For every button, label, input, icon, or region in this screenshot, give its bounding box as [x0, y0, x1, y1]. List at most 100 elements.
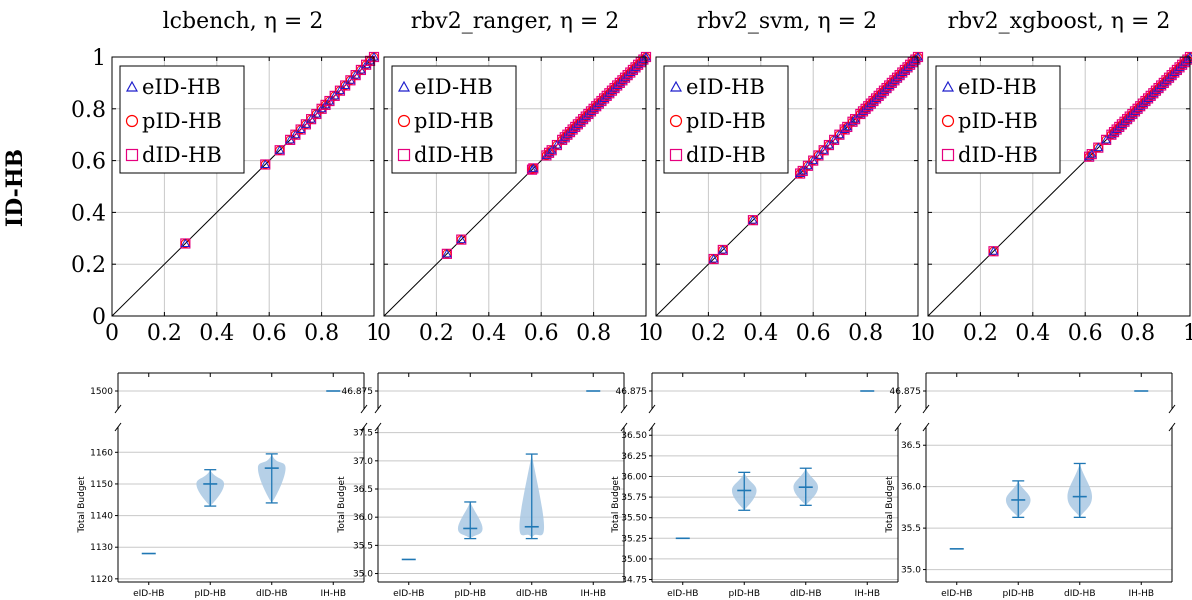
legend-box — [119, 65, 245, 174]
legend-triangle-icon — [125, 80, 139, 92]
legend-circle-icon — [397, 114, 411, 128]
marker-eid-hb — [717, 244, 728, 254]
x-tick-label: 1 — [366, 321, 380, 346]
y-tick-label: 37.0 — [353, 457, 373, 467]
marker-eid-hb — [456, 234, 467, 244]
axis-break-mark — [374, 404, 382, 414]
scatter-panel-2: rbv2_svm, η = 2 0 0.2 0.4 0.6 0.8 1 eID-HB pID-H… — [649, 9, 924, 346]
x-tick-label: 0.8 — [304, 321, 339, 346]
x-tick-label: IH-HB — [854, 589, 880, 599]
axis-break-mark — [648, 422, 656, 432]
x-tick-label: IH-HB — [580, 589, 606, 599]
legend-label: dID-HB — [414, 143, 494, 167]
marker-eid-hb — [180, 238, 191, 247]
legend-triangle-icon — [397, 80, 411, 92]
violin-panel-2: 46.875 34.75 35.00 35.25 35.50 35.75 36.00 36.2… — [611, 372, 902, 599]
x-tick-label: 0 — [105, 321, 119, 346]
y-tick-label: 0.4 — [71, 201, 106, 226]
x-tick-label: pID-HB — [729, 589, 761, 599]
x-tick-label: 0.2 — [691, 321, 726, 346]
legend-box — [391, 65, 517, 174]
legend-circle-icon — [669, 114, 683, 128]
y-tick-label: 46.875 — [890, 387, 922, 397]
plot-frame — [927, 56, 1191, 317]
x-tick-label: IH-HB — [1128, 589, 1154, 599]
x-tick-label: 0.4 — [743, 321, 778, 346]
legend-label: dID-HB — [958, 143, 1038, 167]
y-tick-label: 46.875 — [342, 387, 374, 397]
y-tick-label: 35.0 — [353, 570, 373, 580]
x-tick-label: 0.4 — [1015, 321, 1050, 346]
legend-circle-icon — [941, 114, 955, 128]
marker-eid-hb — [528, 163, 539, 172]
x-tick-label: 0 — [377, 321, 391, 346]
legend-label: eID-HB — [142, 75, 221, 99]
y-tick-label: 1 — [92, 46, 106, 71]
y-axis-label: Total Budget — [611, 476, 621, 534]
x-tick-label: dID-HB — [256, 589, 288, 599]
legend: eID-HB pID-HB dID-HB — [663, 65, 789, 174]
legend-circle-icon — [125, 114, 139, 128]
legend-square-icon — [125, 148, 139, 162]
scatter-panel-0: lcbench, η = 2 0 0.2 0.4 0.6 0.8 1 0 0.2 0.4 0.6 0.… — [71, 9, 380, 346]
y-tick-label: 1130 — [90, 543, 113, 553]
legend-triangle-icon — [669, 80, 683, 92]
y-tick-label: 0.2 — [71, 253, 106, 278]
x-tick-label: IH-HB — [320, 589, 346, 599]
plot-frame — [383, 56, 647, 317]
y-tick-label: 35.25 — [621, 534, 647, 544]
legend: eID-HB pID-HB dID-HB — [119, 65, 245, 174]
panel-title: rbv2_xgboost, η = 2 — [948, 9, 1171, 34]
legend: eID-HB pID-HB dID-HB — [391, 65, 517, 174]
y-tick-label: 0.8 — [71, 98, 106, 123]
legend-box — [663, 65, 789, 174]
marker-eid-hb — [988, 246, 999, 255]
y-tick-label: 1150 — [90, 480, 113, 490]
x-tick-label: 1 — [1183, 321, 1192, 346]
legend-square-icon — [669, 148, 683, 162]
y-tick-label: 1500 — [90, 387, 113, 397]
x-tick-label: pID-HB — [195, 589, 227, 599]
violin-panel-0: 1500 1120 1130 1140 1150 1160 eID-HB pID-HB dID-… — [77, 372, 368, 599]
x-tick-label: dID-HB — [516, 589, 548, 599]
marker-eid-hb — [748, 215, 758, 224]
y-tick-label: 36.5 — [353, 485, 373, 495]
y-tick-label: 1160 — [90, 448, 113, 458]
legend-square-icon — [397, 148, 411, 162]
plot-frame — [655, 56, 919, 317]
legend-label: dID-HB — [686, 143, 766, 167]
axis-break-mark — [894, 422, 902, 432]
x-tick-label: 0.6 — [796, 321, 831, 346]
x-tick-label: 0.8 — [1120, 321, 1155, 346]
legend-label: pID-HB — [686, 109, 766, 133]
axis-break-mark — [620, 404, 628, 414]
axis-break-mark — [114, 422, 122, 432]
y-tick-label: 36.25 — [621, 452, 647, 462]
violin-panel-1: 46.875 35.0 35.5 36.0 36.5 37.0 37.5 eID-HB pID-… — [337, 372, 628, 599]
legend-label: eID-HB — [686, 75, 765, 99]
legend-label: pID-HB — [958, 109, 1038, 133]
y-tick-label: 46.875 — [616, 387, 648, 397]
y-tick-label: 1140 — [90, 512, 113, 522]
scatter-panel-3: rbv2_xgboost, η = 2 0 0.2 0.4 0.6 0.8 1 eID-HB p… — [921, 9, 1192, 346]
x-tick-label: dID-HB — [1064, 589, 1096, 599]
marker-eid-hb — [708, 254, 719, 263]
legend-box — [935, 65, 1061, 174]
x-tick-label: 0.2 — [419, 321, 454, 346]
y-axis-label: Total Budget — [77, 476, 87, 534]
x-tick-label: 1 — [910, 321, 924, 346]
axis-break-mark — [648, 404, 656, 414]
x-tick-label: 0 — [649, 321, 663, 346]
axis-break-mark — [894, 404, 902, 414]
y-tick-label: 36.0 — [901, 483, 921, 493]
axis-break-mark — [620, 422, 628, 432]
x-tick-label: 0.2 — [147, 321, 182, 346]
legend-square-icon — [941, 148, 955, 162]
panel-title: lcbench, η = 2 — [163, 9, 324, 34]
x-tick-label: pID-HB — [1003, 589, 1035, 599]
x-tick-label: 0.8 — [848, 321, 883, 346]
axis-break-mark — [374, 422, 382, 432]
y-tick-label: 35.75 — [621, 493, 647, 503]
y-tick-label: 1120 — [90, 575, 113, 585]
